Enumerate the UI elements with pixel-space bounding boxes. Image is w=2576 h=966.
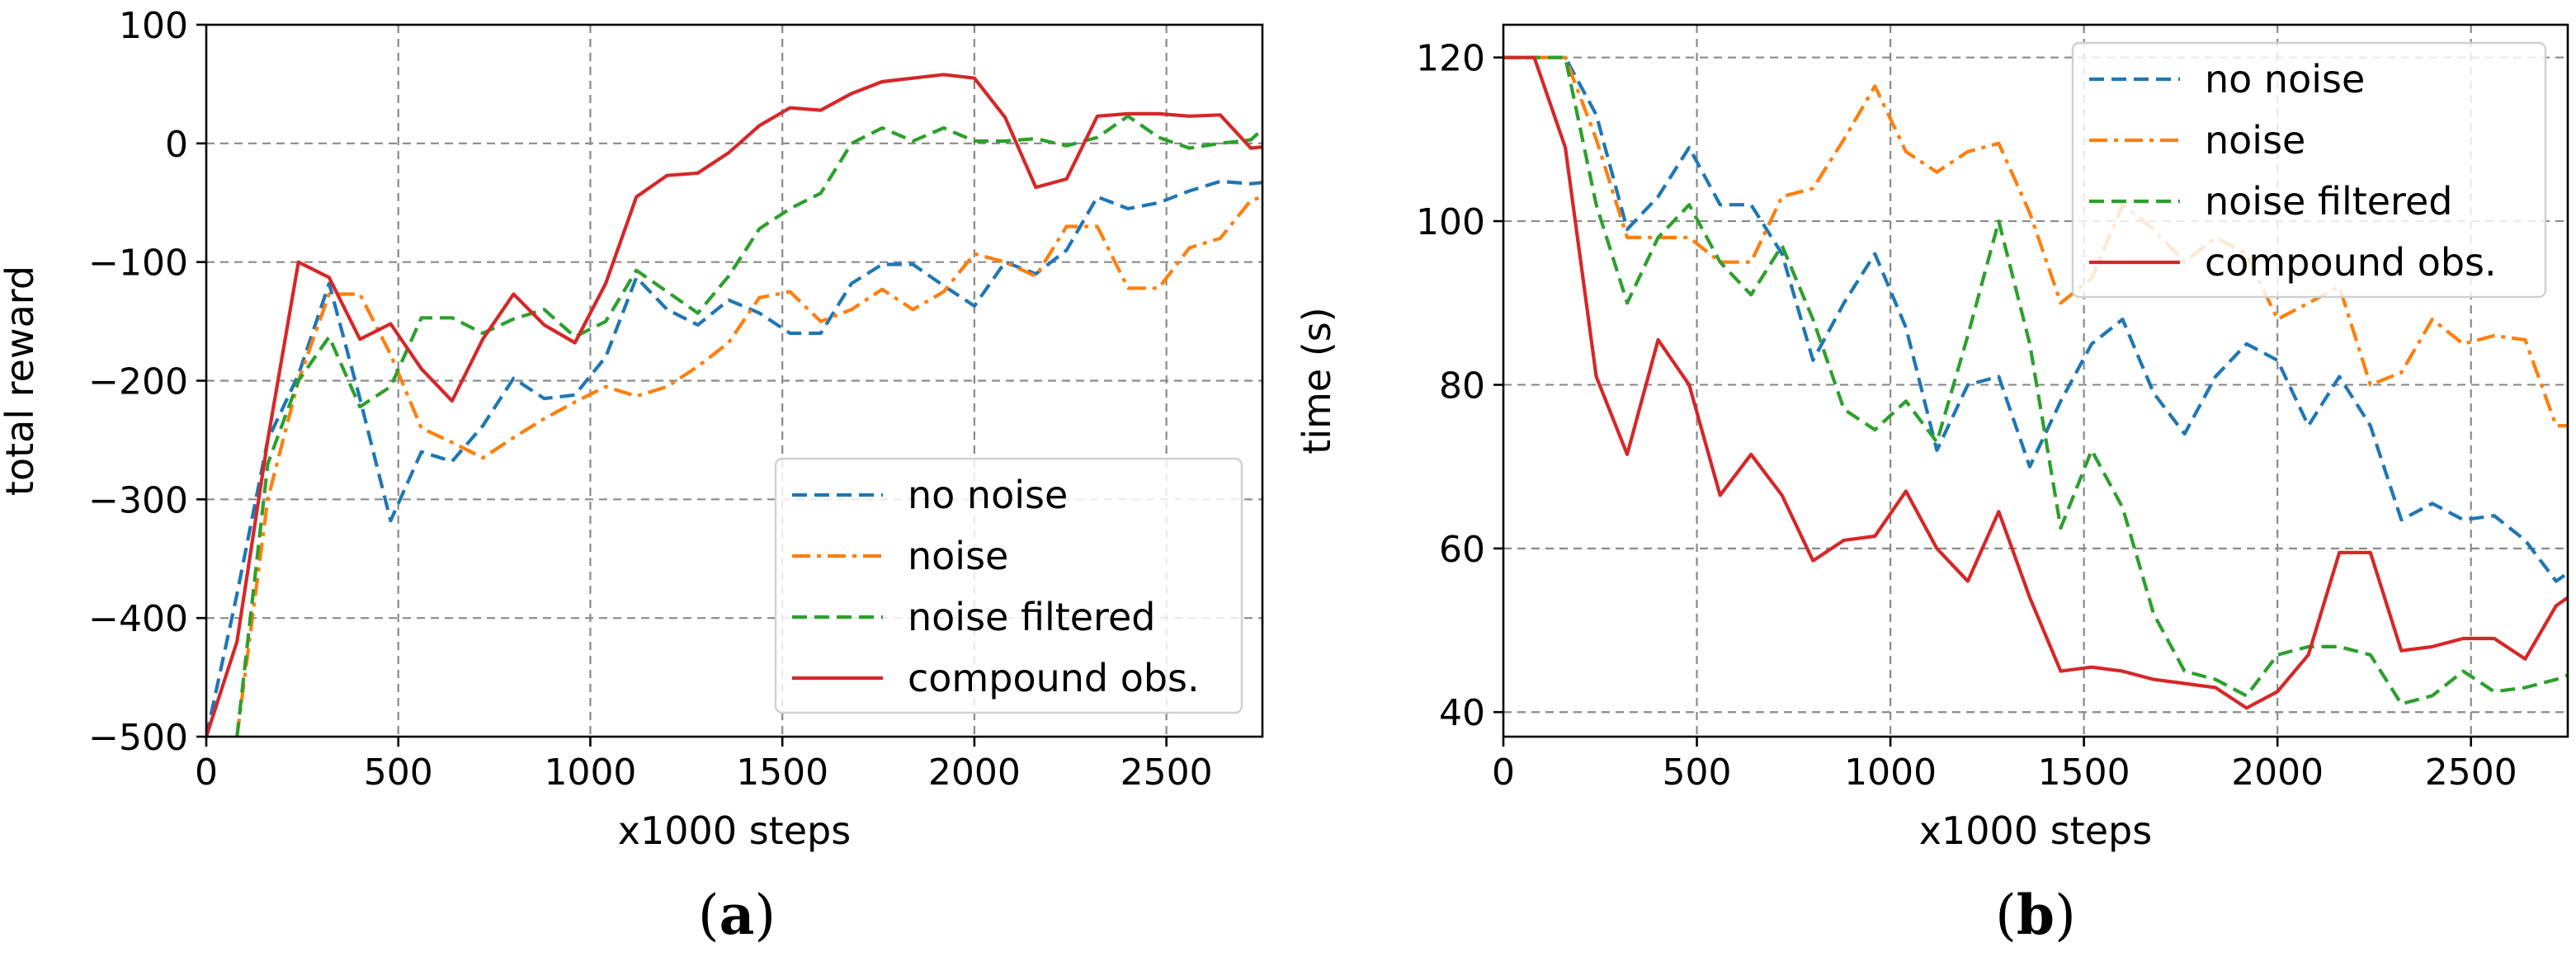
x-tick-label: 2000: [2231, 752, 2324, 794]
legend: no noise noise noise filtered compound obs.: [2071, 41, 2547, 299]
x-tick-label: 2500: [1121, 752, 1213, 794]
chart-panel-b: 0 500 1000 1500 2000 2500 40 60 80 100 120 x1000 st…: [1295, 23, 2569, 947]
y-tick-label: 100: [1416, 201, 1485, 243]
y-tick-label: −500: [88, 717, 188, 759]
series-line-compound-obs: [1503, 55, 2568, 710]
legend-box: [774, 457, 1243, 714]
x-tick-label: 500: [364, 752, 433, 794]
series-line-no-noise: [206, 179, 1262, 737]
panel-letter: a: [719, 883, 755, 947]
x-tick-label: 1500: [736, 752, 828, 794]
legend: no noise noise noise filtered compound obs.: [774, 457, 1243, 714]
legend-label: compound obs.: [2205, 240, 2497, 285]
x-tick-label: 2000: [928, 752, 1021, 794]
y-tick-label: 60: [1439, 529, 1485, 571]
x-tick-label: 1000: [1844, 752, 1937, 794]
y-tick-label: −200: [88, 361, 188, 403]
y-tick-label: −100: [88, 243, 188, 285]
legend-label: no noise: [2205, 57, 2365, 101]
series-line-compound-obs: [206, 73, 1262, 737]
series-line-noise-filtered: [1503, 55, 2568, 706]
panel-letter: b: [2017, 883, 2055, 947]
x-tick-label: 0: [1492, 752, 1515, 794]
series-line-no-noise: [1503, 55, 2568, 583]
x-tick-label: 0: [195, 752, 218, 794]
axes-frame: [1502, 23, 2569, 738]
y-tick-label: 120: [1416, 38, 1485, 80]
y-tick-label: 80: [1439, 365, 1485, 407]
y-axis-label: time (s): [1295, 307, 1339, 454]
y-tick-label: 0: [165, 124, 188, 166]
y-tick-label: 40: [1439, 692, 1485, 734]
y-tick-label: −300: [88, 479, 188, 521]
x-tick-label: 1000: [544, 752, 636, 794]
series-line-noise: [235, 195, 1262, 737]
legend-label: no noise: [908, 473, 1068, 517]
chart-panel-a: 0 500 1000 1500 2000 2500−500−400−300−200−100…: [0, 5, 1264, 947]
x-axis-label: x1000 steps: [618, 808, 851, 853]
y-tick-label: −400: [88, 598, 188, 640]
x-axis-label: x1000 steps: [1919, 808, 2152, 853]
x-tick-label: 1500: [2038, 752, 2130, 794]
series-line-noise: [1503, 55, 2568, 428]
legend-label: noise filtered: [2205, 179, 2452, 224]
series-line-noise-filtered: [235, 114, 1262, 737]
panel-label: (a): [698, 883, 776, 947]
x-tick-label: 500: [1663, 752, 1732, 794]
y-tick-label: 100: [119, 5, 188, 47]
panel-label: (b): [1995, 883, 2076, 947]
legend-label: noise: [2205, 118, 2305, 163]
legend-label: noise filtered: [908, 595, 1155, 639]
legend-box: [2071, 41, 2547, 299]
x-tick-label: 2500: [2425, 752, 2517, 794]
legend-label: compound obs.: [908, 656, 1200, 700]
legend-label: noise: [908, 534, 1008, 578]
y-axis-label: total reward: [0, 266, 42, 496]
